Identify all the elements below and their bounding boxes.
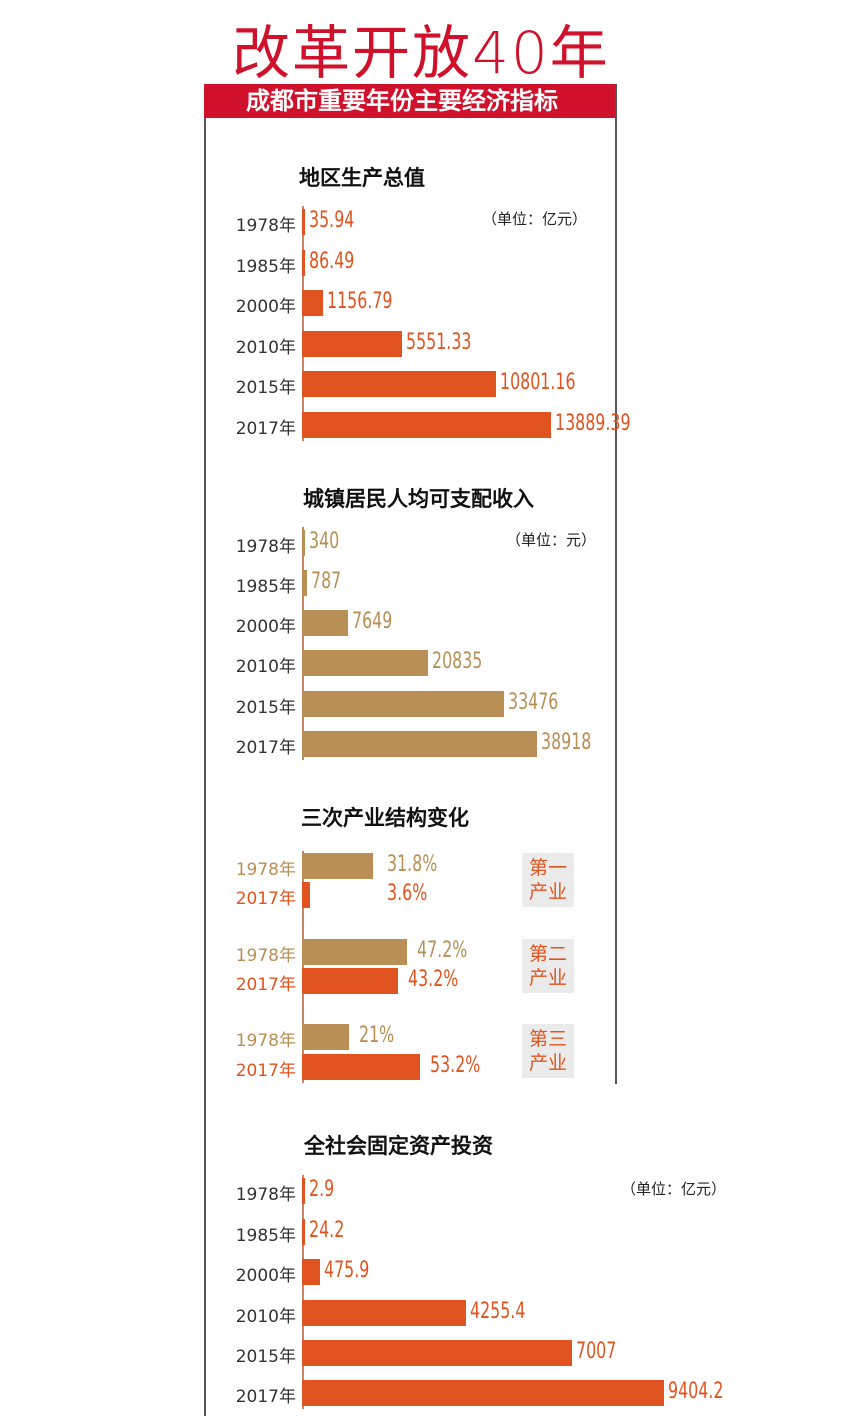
sector-name-line1: 第一 <box>528 857 567 879</box>
bar <box>302 1380 664 1406</box>
value-label: 21% <box>358 1023 394 1048</box>
value-label: 33476 <box>508 690 559 715</box>
year-label: 2010年 <box>235 1307 296 1327</box>
bar <box>302 1024 349 1050</box>
chart-title: 城镇居民人均可支配收入 <box>303 487 534 511</box>
bar <box>302 250 305 276</box>
sector-tag: 第二 产业 <box>522 939 574 993</box>
bar <box>302 371 496 397</box>
year-label: 2010年 <box>235 657 296 677</box>
subtitle-banner <box>204 84 616 118</box>
year-label: 2000年 <box>235 1266 296 1286</box>
value-label: 9404.2 <box>668 1379 724 1404</box>
year-label: 2015年 <box>235 698 296 718</box>
value-label: 47.2% <box>416 938 468 963</box>
year-label: 2000年 <box>235 297 296 317</box>
value-label: 340 <box>309 529 340 554</box>
value-label: 13889.39 <box>555 411 631 436</box>
bar <box>302 882 310 908</box>
left-border <box>204 118 206 1416</box>
sector-name-line1: 第三 <box>528 1028 567 1050</box>
value-label: 1156.79 <box>326 289 393 314</box>
chart-title: 地区生产总值 <box>299 166 425 190</box>
bar <box>302 1178 305 1204</box>
bar <box>302 530 305 556</box>
bar <box>302 610 349 636</box>
bar <box>302 968 398 994</box>
chart-title: 三次产业结构变化 <box>301 806 469 830</box>
sector-tag: 第三 产业 <box>522 1024 574 1078</box>
year-label: 2015年 <box>235 1347 296 1367</box>
value-label: 3.6% <box>387 881 428 906</box>
main-title: 改革开放40年 <box>232 19 610 87</box>
year-label: 2010年 <box>235 338 296 358</box>
unit-label: （单位：元） <box>506 531 597 549</box>
bar <box>302 650 428 676</box>
year-label: 2017年 <box>235 889 296 909</box>
value-label: 20835 <box>431 649 483 674</box>
value-label: 7007 <box>575 1339 617 1364</box>
year-label: 2017年 <box>235 1387 296 1407</box>
year-label: 2017年 <box>235 738 296 758</box>
year-label: 1985年 <box>235 577 296 597</box>
bar <box>302 209 305 235</box>
bar <box>302 290 323 316</box>
axis-line <box>302 527 304 760</box>
year-label: 2017年 <box>235 1061 296 1081</box>
sector-name-line2: 产业 <box>528 881 567 903</box>
value-label: 38918 <box>541 730 592 755</box>
year-label: 1985年 <box>235 257 296 277</box>
year-label: 1978年 <box>235 860 296 880</box>
bar <box>302 691 505 717</box>
value-label: 24.2 <box>309 1218 345 1243</box>
sector-tag: 第一 产业 <box>522 853 574 907</box>
bar <box>302 1259 321 1285</box>
chart-title: 全社会固定资产投资 <box>304 1134 493 1158</box>
value-label: 5551.33 <box>405 330 472 355</box>
right-border <box>615 84 617 1084</box>
bar <box>302 1219 305 1245</box>
value-label: 53.2% <box>430 1053 481 1078</box>
unit-label: （单位：亿元） <box>482 210 588 228</box>
value-label: 787 <box>310 569 341 594</box>
bar <box>302 731 537 757</box>
bar <box>302 939 407 965</box>
value-label: 4255.4 <box>469 1299 526 1324</box>
bar <box>302 853 373 879</box>
year-label: 2000年 <box>235 617 296 637</box>
bar <box>302 570 307 596</box>
year-label: 1978年 <box>235 946 296 966</box>
axis-line <box>302 206 304 441</box>
bar <box>302 1300 466 1326</box>
year-label: 1985年 <box>235 1226 296 1246</box>
unit-label: （单位：亿元） <box>621 1180 727 1198</box>
sector-name-line1: 第二 <box>528 943 567 965</box>
year-label: 2017年 <box>235 975 296 995</box>
value-label: 35.94 <box>309 208 355 233</box>
axis-line <box>302 1175 304 1409</box>
subtitle: 成都市重要年份主要经济指标 <box>246 87 558 115</box>
axis-line <box>302 851 304 1083</box>
year-label: 1978年 <box>235 537 296 557</box>
value-label: 10801.16 <box>499 370 576 395</box>
value-label: 2.9 <box>309 1177 335 1202</box>
value-label: 86.49 <box>309 249 355 274</box>
value-label: 43.2% <box>407 967 459 992</box>
value-label: 475.9 <box>324 1258 370 1283</box>
value-label: 7649 <box>352 609 393 634</box>
bar <box>302 331 402 357</box>
value-label: 31.8% <box>387 852 438 877</box>
bar <box>302 412 551 438</box>
sector-name-line2: 产业 <box>528 967 567 989</box>
bar <box>302 1340 572 1366</box>
bar <box>302 1054 421 1080</box>
year-label: 1978年 <box>235 216 296 236</box>
year-label: 2017年 <box>235 419 296 439</box>
year-label: 1978年 <box>235 1185 296 1205</box>
year-label: 1978年 <box>235 1031 296 1051</box>
sector-name-line2: 产业 <box>528 1052 567 1074</box>
year-label: 2015年 <box>235 378 296 398</box>
